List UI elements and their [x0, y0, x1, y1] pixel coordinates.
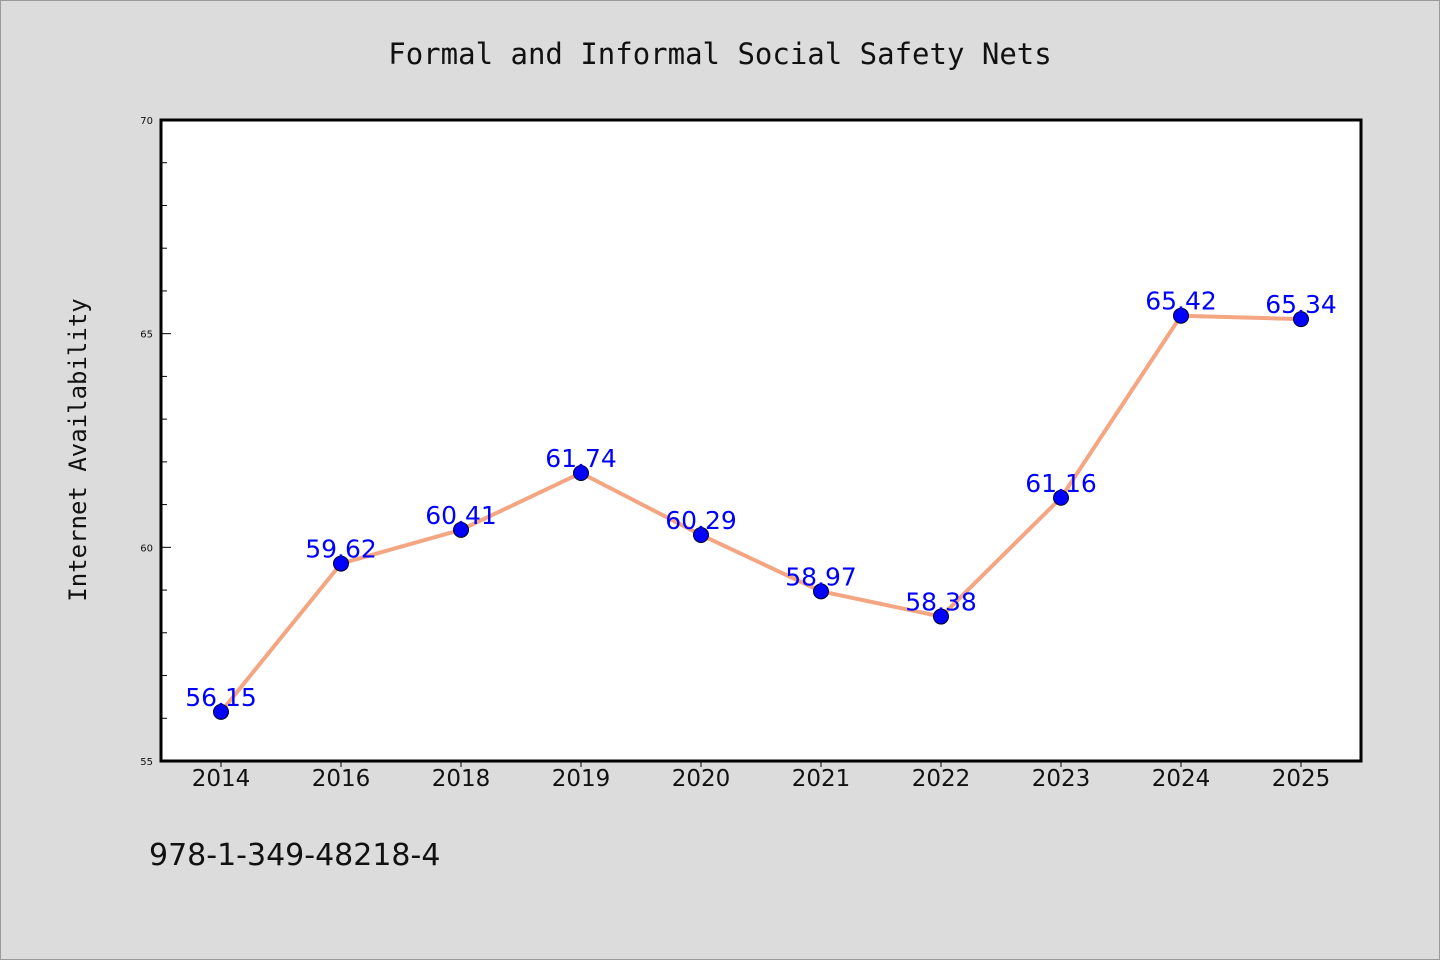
x-tick-label: 2021 [792, 766, 851, 792]
plot-area [159, 118, 1363, 763]
data-label: 59.62 [305, 535, 377, 564]
chart-title: Formal and Informal Social Safety Nets [388, 37, 1051, 71]
data-point [1293, 311, 1309, 328]
y-axis-ticks: 55 60 65 70 [140, 116, 171, 768]
data-point [333, 555, 349, 572]
x-axis-ticks: 2014 2016 2018 2019 2020 2021 2022 2023 2024 2025 [192, 761, 1331, 792]
y-tick-label: 70 [140, 116, 153, 127]
data-point [573, 464, 589, 481]
y-tick-label: 60 [140, 543, 153, 554]
y-tick-label: 65 [140, 330, 153, 341]
data-point [453, 521, 469, 538]
x-tick-label: 2020 [672, 766, 731, 792]
data-point [1173, 307, 1189, 324]
y-tick-label: 55 [140, 757, 153, 768]
x-tick-label: 2022 [912, 766, 971, 792]
data-label: 56.15 [185, 683, 257, 712]
y-axis-label: Internet Availability [64, 298, 92, 601]
data-label: 61.74 [545, 444, 617, 473]
data-label: 65.42 [1145, 287, 1217, 316]
x-tick-label: 2016 [312, 766, 371, 792]
data-point [693, 526, 709, 543]
isbn-footer: 978-1-349-48218-4 [149, 838, 440, 873]
x-tick-label: 2023 [1032, 766, 1091, 792]
data-point [933, 608, 949, 625]
data-series: 56.15 59.62 60.41 61.74 60.29 58.97 58.38 61.16… [185, 287, 1337, 720]
data-point [813, 583, 829, 600]
data-point [1053, 489, 1069, 506]
data-point [213, 703, 229, 720]
x-tick-label: 2019 [552, 766, 611, 792]
x-tick-label: 2024 [1152, 766, 1211, 792]
data-label: 61.16 [1025, 469, 1097, 498]
series-line [219, 313, 1303, 714]
x-tick-label: 2018 [432, 766, 491, 792]
x-tick-label: 2014 [192, 766, 251, 792]
data-label: 60.29 [665, 506, 737, 535]
data-label: 58.97 [785, 562, 857, 591]
data-label: 58.38 [905, 588, 977, 617]
x-tick-label: 2025 [1272, 766, 1331, 792]
data-label: 60.41 [425, 501, 497, 530]
data-label: 65.34 [1265, 290, 1337, 319]
